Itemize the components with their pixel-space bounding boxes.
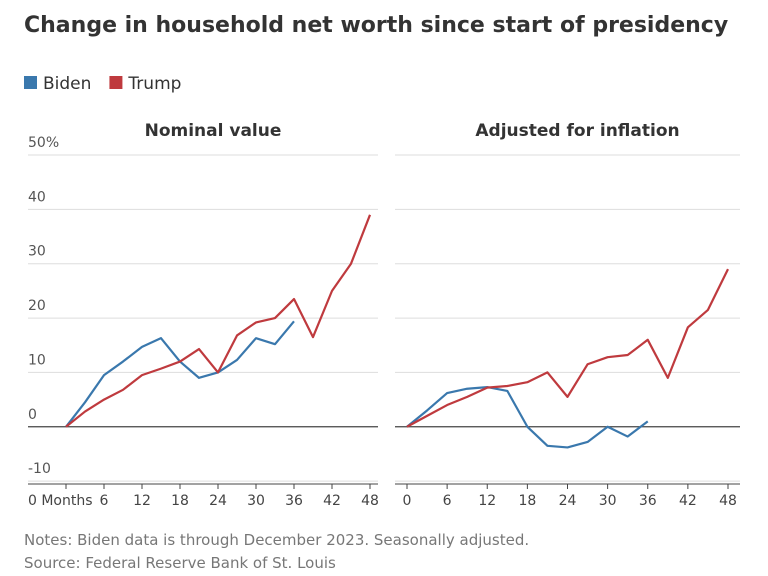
series-line: [406, 385, 649, 449]
x-tick-label: 0: [403, 493, 412, 509]
y-tick-label: 0: [28, 407, 37, 423]
x-tick-label: 42: [679, 493, 697, 509]
y-tick-label: 40: [28, 189, 46, 205]
panel-title: Nominal value: [145, 121, 282, 141]
x-tick-label: 48: [719, 493, 737, 509]
x-tick-label: 24: [559, 493, 577, 509]
x-tick-label: 6: [443, 493, 452, 509]
x-tick-label: 36: [639, 493, 657, 509]
notes: Notes: Biden data is through December 20…: [24, 531, 529, 549]
x-tick-label: 6: [100, 493, 109, 509]
legend-swatch: [109, 76, 123, 89]
y-tick-label: 20: [28, 298, 46, 314]
x-tick-label: 24: [209, 493, 227, 509]
source: Source: Federal Reserve Bank of St. Loui…: [24, 554, 336, 572]
x-tick-label: 30: [599, 493, 617, 509]
panel-title: Adjusted for inflation: [475, 121, 679, 141]
x-tick-label: 36: [285, 493, 303, 509]
legend-label: Trump: [127, 74, 181, 94]
series-line: [406, 268, 729, 428]
x-tick-label: 12: [133, 493, 151, 509]
series-line: [65, 320, 295, 428]
y-tick-label: 30: [28, 244, 46, 260]
x-tick-label: 18: [518, 493, 536, 509]
series-line: [65, 214, 372, 428]
x-tick-label: 18: [171, 493, 189, 509]
legend-swatch: [24, 76, 37, 89]
x-tick-label: 48: [361, 493, 379, 509]
legend-label: Biden: [43, 74, 91, 94]
x-tick-label: 12: [478, 493, 496, 509]
chart-title: Change in household net worth since star…: [24, 13, 728, 38]
y-tick-label: 10: [28, 352, 46, 368]
x-tick-label: 0 Months: [28, 493, 93, 509]
x-tick-label: 42: [323, 493, 341, 509]
y-tick-label: 50%: [28, 135, 59, 151]
x-tick-label: 30: [247, 493, 265, 509]
y-tick-label: -10: [28, 461, 51, 477]
